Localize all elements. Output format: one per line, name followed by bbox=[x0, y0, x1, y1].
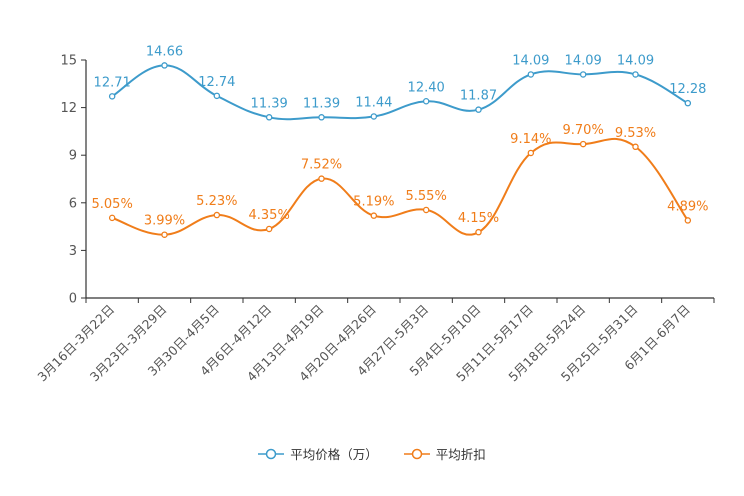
data-point-discount bbox=[579, 140, 587, 148]
data-point-discount bbox=[213, 211, 221, 219]
data-point-price bbox=[632, 71, 639, 78]
data-point-discount bbox=[632, 143, 639, 151]
series-line-price bbox=[111, 64, 689, 121]
data-point-discount bbox=[370, 212, 378, 219]
series-line-discount bbox=[111, 137, 689, 236]
data-label-discount: 4.89% bbox=[667, 199, 708, 214]
y-tick-label: 12 bbox=[60, 101, 77, 116]
data-point-price bbox=[318, 114, 325, 121]
data-label-price: 14.09 bbox=[565, 53, 602, 68]
data-label-discount: 5.55% bbox=[406, 189, 447, 204]
legend-price-marker-icon bbox=[258, 448, 285, 459]
legend-price-label: 平均价格（万） bbox=[290, 447, 378, 462]
data-point-price bbox=[108, 93, 116, 100]
data-label-discount: 4.15% bbox=[458, 211, 499, 226]
y-tick-label: 3 bbox=[69, 244, 77, 259]
data-label-price: 11.39 bbox=[251, 96, 288, 111]
data-point-price bbox=[370, 113, 378, 120]
data-point-discount bbox=[265, 225, 273, 233]
data-label-price: 11.44 bbox=[355, 95, 392, 110]
data-label-discount: 7.52% bbox=[301, 158, 342, 173]
data-label-discount: 3.99% bbox=[144, 214, 185, 229]
data-point-price bbox=[579, 71, 587, 78]
data-label-price: 14.09 bbox=[512, 53, 549, 68]
legend-item-price[interactable]: 平均价格（万） bbox=[258, 444, 378, 463]
legend-discount-label: 平均折扣 bbox=[435, 447, 486, 462]
data-point-price bbox=[213, 92, 221, 100]
y-tick-label: 9 bbox=[69, 149, 77, 164]
legend: 平均价格（万） 平均折扣 bbox=[0, 444, 744, 463]
series-price: 12.71 14.66 12.74 11.39 11.39 11.44 12.40 11.87… bbox=[94, 44, 706, 121]
data-label-price: 12.40 bbox=[408, 80, 445, 95]
data-label-discount: 5.05% bbox=[92, 197, 133, 212]
data-label-price: 12.74 bbox=[198, 75, 235, 90]
data-point-price bbox=[265, 114, 273, 121]
data-point-price bbox=[422, 98, 430, 105]
data-label-discount: 9.70% bbox=[563, 123, 604, 138]
data-point-discount bbox=[684, 217, 692, 224]
data-point-price bbox=[161, 62, 168, 69]
data-label-price: 12.71 bbox=[94, 75, 131, 90]
data-point-discount bbox=[108, 214, 116, 222]
data-label-price: 14.66 bbox=[146, 44, 183, 59]
data-point-price bbox=[684, 99, 692, 107]
data-label-discount: 4.35% bbox=[249, 208, 290, 223]
data-label-price: 14.09 bbox=[617, 53, 654, 68]
data-label-price: 12.28 bbox=[669, 82, 706, 97]
y-tick-label: 15 bbox=[60, 54, 77, 69]
y-tick-label: 6 bbox=[69, 196, 77, 211]
legend-item-discount[interactable]: 平均折扣 bbox=[403, 444, 486, 463]
data-point-discount bbox=[161, 231, 168, 238]
data-label-discount: 5.19% bbox=[353, 195, 394, 210]
y-tick-label: 0 bbox=[69, 292, 77, 307]
legend-discount-marker-icon bbox=[403, 448, 430, 459]
data-label-price: 11.39 bbox=[303, 96, 340, 111]
series-discount: 5.05% 3.99% 5.23% 4.35% 7.52% 5.19% 5.55% 4.15%… bbox=[92, 123, 708, 238]
data-label-discount: 9.14% bbox=[510, 132, 551, 147]
data-point-discount bbox=[422, 206, 430, 214]
data-point-discount bbox=[318, 175, 325, 182]
data-point-discount bbox=[475, 228, 482, 236]
data-label-discount: 5.23% bbox=[196, 194, 237, 209]
data-label-discount: 9.53% bbox=[615, 126, 656, 141]
data-point-price bbox=[475, 106, 482, 113]
data-label-price: 11.87 bbox=[460, 89, 497, 104]
data-point-discount bbox=[527, 149, 535, 157]
data-point-price bbox=[527, 71, 535, 78]
